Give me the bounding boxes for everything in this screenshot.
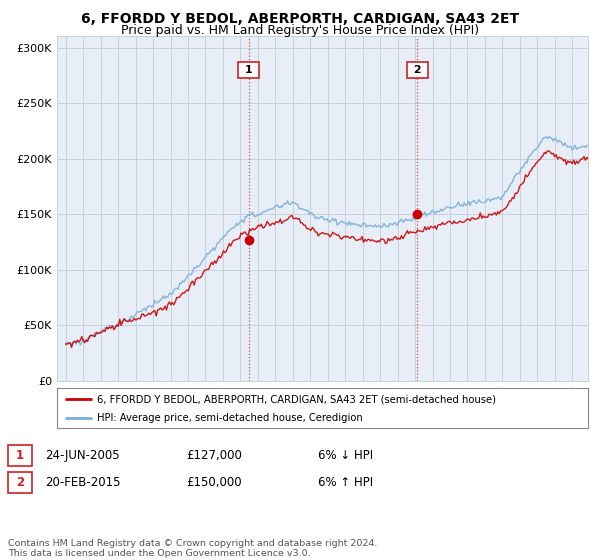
Text: £150,000: £150,000 bbox=[186, 476, 242, 489]
Text: 24-JUN-2005: 24-JUN-2005 bbox=[45, 449, 119, 463]
Text: 1: 1 bbox=[241, 65, 257, 74]
Text: 1: 1 bbox=[16, 449, 24, 463]
Text: 6, FFORDD Y BEDOL, ABERPORTH, CARDIGAN, SA43 2ET: 6, FFORDD Y BEDOL, ABERPORTH, CARDIGAN, … bbox=[81, 12, 519, 26]
Text: Contains HM Land Registry data © Crown copyright and database right 2024.
This d: Contains HM Land Registry data © Crown c… bbox=[8, 539, 377, 558]
Text: 2: 2 bbox=[16, 476, 24, 489]
Text: 6, FFORDD Y BEDOL, ABERPORTH, CARDIGAN, SA43 2ET (semi-detached house): 6, FFORDD Y BEDOL, ABERPORTH, CARDIGAN, … bbox=[97, 394, 496, 404]
Text: 6% ↑ HPI: 6% ↑ HPI bbox=[318, 476, 373, 489]
Text: Price paid vs. HM Land Registry's House Price Index (HPI): Price paid vs. HM Land Registry's House … bbox=[121, 24, 479, 37]
Text: 20-FEB-2015: 20-FEB-2015 bbox=[45, 476, 121, 489]
Text: 6% ↓ HPI: 6% ↓ HPI bbox=[318, 449, 373, 463]
Text: 2: 2 bbox=[410, 65, 425, 74]
Text: £127,000: £127,000 bbox=[186, 449, 242, 463]
Text: HPI: Average price, semi-detached house, Ceredigion: HPI: Average price, semi-detached house,… bbox=[97, 413, 362, 423]
